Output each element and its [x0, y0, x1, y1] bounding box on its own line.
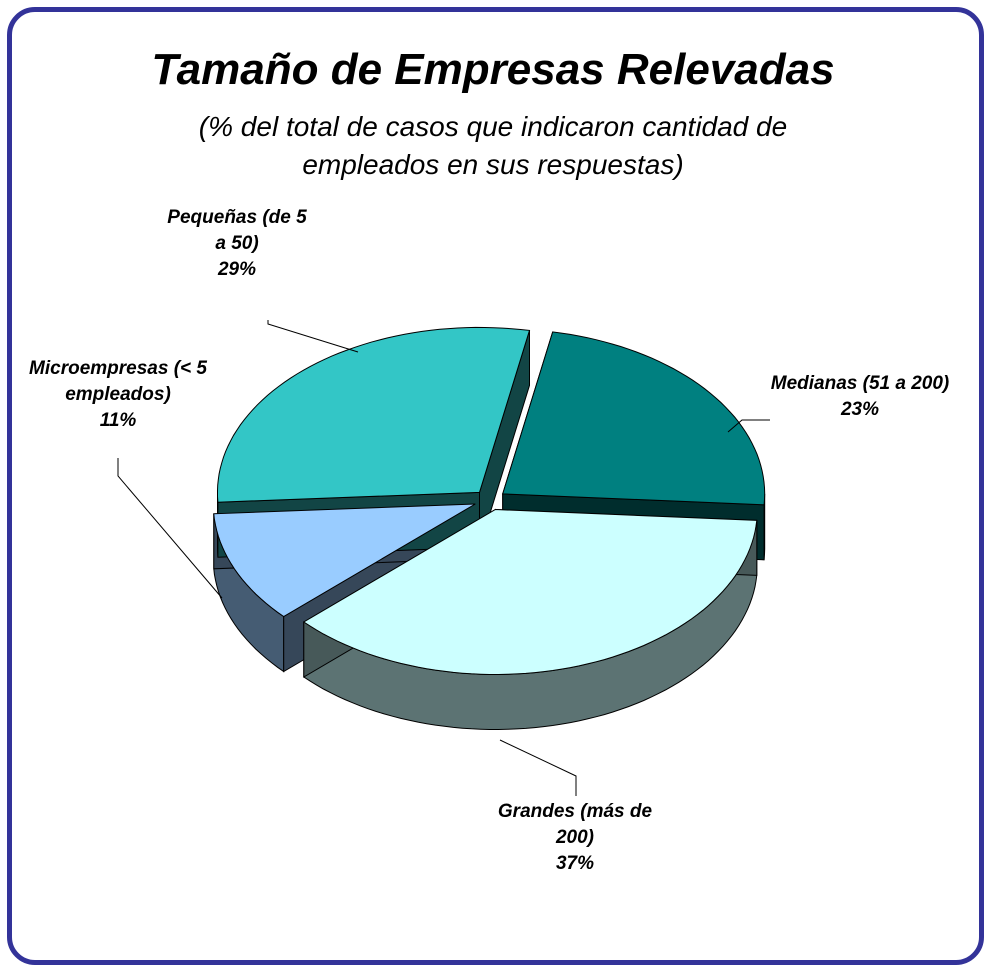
- slice-value-label: 23%: [840, 399, 880, 420]
- chart-title: Tamaño de Empresas Relevadas: [151, 45, 835, 94]
- slice-value-label: 29%: [217, 259, 257, 280]
- frame: [7, 7, 984, 965]
- slice-label: Microempresas (< 5 empleados): [29, 358, 207, 406]
- chart-subtitle: (% del total de casos que indicaron cant…: [198, 111, 788, 180]
- slice-label: Medianas (51 a 200): [770, 373, 950, 394]
- leader-line: [499, 739, 577, 796]
- slice: [217, 326, 531, 503]
- slice-label: Pequeñas (de 5 a 50): [167, 207, 307, 255]
- slice: [502, 331, 766, 506]
- leader-line: [117, 458, 223, 599]
- slice-value-label: 37%: [555, 853, 595, 874]
- slice-value-label: 11%: [99, 410, 137, 431]
- slice: [213, 503, 476, 618]
- leader-line: [267, 320, 359, 353]
- slice: [302, 508, 758, 675]
- slice-label: Grandes (más de 200): [497, 801, 653, 849]
- leader-line: [727, 419, 770, 433]
